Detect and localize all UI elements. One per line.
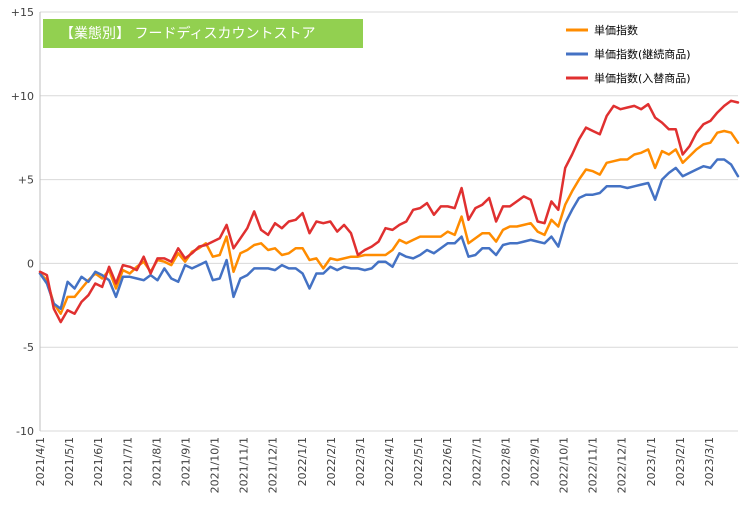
x-tick-label: 2022/10/1	[558, 437, 571, 493]
x-tick-label: 2022/11/1	[587, 437, 600, 493]
x-tick-label: 2022/2/1	[325, 437, 338, 486]
x-tick-label: 2021/4/1	[34, 437, 47, 486]
y-tick-label: +5	[18, 174, 34, 187]
y-tick-label: -10	[16, 425, 34, 438]
x-tick-label: 2021/6/1	[92, 437, 105, 486]
x-tick-label: 2022/4/1	[383, 437, 396, 486]
x-tick-label: 2021/12/1	[267, 437, 280, 493]
x-tick-label: 2022/5/1	[412, 437, 425, 486]
chart-title-background	[43, 19, 363, 48]
legend-label: 単価指数(継続商品)	[594, 47, 691, 61]
x-tick-label: 2022/1/1	[296, 437, 309, 486]
x-tick-label: 2022/9/1	[528, 437, 541, 486]
series-lines	[38, 99, 740, 324]
y-tick-label: +15	[11, 6, 34, 19]
x-tick-label: 2021/9/1	[179, 437, 192, 486]
y-tick-label: +10	[11, 90, 34, 103]
y-tick-label: -5	[23, 341, 34, 354]
y-axis-tick-labels: -10 -5 0 +5 +10 +15	[11, 6, 34, 438]
x-tick-label: 2022/8/1	[499, 437, 512, 486]
chart-title-box: 【業態別】 フードディスカウントストア	[43, 19, 363, 48]
x-tick-label: 2023/1/1	[645, 437, 658, 486]
x-axis-tick-labels: 2021/4/1 2021/5/1 2021/6/1 2021/7/1 2021/8/1…	[34, 437, 716, 493]
x-tick-label: 2021/10/1	[209, 437, 222, 493]
x-tick-label: 2021/5/1	[63, 437, 76, 486]
x-tick-label: 2022/6/1	[441, 437, 454, 486]
legend-label: 単価指数	[594, 23, 638, 37]
x-tick-label: 2021/7/1	[121, 437, 134, 486]
series-line-2	[38, 158, 740, 310]
y-tick-label: 0	[27, 257, 34, 270]
x-tick-label: 2021/11/1	[238, 437, 251, 493]
series-line-1	[38, 129, 740, 315]
x-tick-label: 2022/7/1	[470, 437, 483, 486]
x-tick-label: 2022/3/1	[354, 437, 367, 486]
series-line-3	[38, 99, 740, 324]
chart-title: 【業態別】 フードディスカウントストア	[60, 25, 315, 42]
legend-label: 単価指数(入替商品)	[594, 71, 691, 85]
x-tick-label: 2022/12/1	[616, 437, 629, 493]
x-tick-label: 2023/2/1	[674, 437, 687, 486]
x-tick-label: 2023/3/1	[703, 437, 716, 486]
x-tick-label: 2021/8/1	[150, 437, 163, 486]
